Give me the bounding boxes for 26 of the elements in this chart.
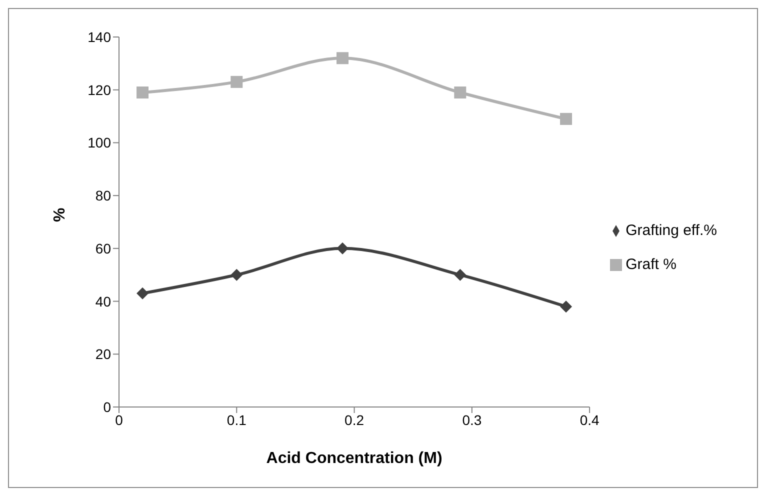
y-tick-label: 100 — [88, 134, 112, 151]
x-tick-label: 0.2 — [344, 412, 364, 428]
legend-label: Grafting eff.% — [626, 222, 717, 239]
x-tick-label: 0.1 — [226, 412, 247, 428]
y-tick-label: 80 — [95, 188, 112, 204]
y-tick-label: 140 — [88, 28, 112, 45]
y-tick-label: 120 — [88, 82, 112, 98]
x-tick-label: 0 — [115, 412, 124, 428]
point — [136, 86, 149, 98]
x-tick-label: 0.3 — [462, 412, 482, 428]
point — [336, 52, 349, 64]
x-axis-title: Acid Concentration (M) — [266, 450, 442, 467]
y-axis-title: % — [52, 208, 69, 222]
y-tick-label: 60 — [95, 240, 112, 256]
y-tick-label: 20 — [95, 346, 112, 362]
point — [560, 300, 572, 313]
point — [230, 268, 243, 281]
point — [230, 76, 243, 88]
y-tick-label: 0 — [103, 398, 112, 415]
point — [454, 86, 466, 98]
point — [454, 268, 466, 281]
point — [560, 112, 572, 125]
point — [136, 287, 149, 300]
x-tick-label: 0.4 — [580, 412, 600, 428]
legend-label: Graft % — [626, 256, 676, 273]
y-tick-label: 40 — [95, 293, 112, 310]
